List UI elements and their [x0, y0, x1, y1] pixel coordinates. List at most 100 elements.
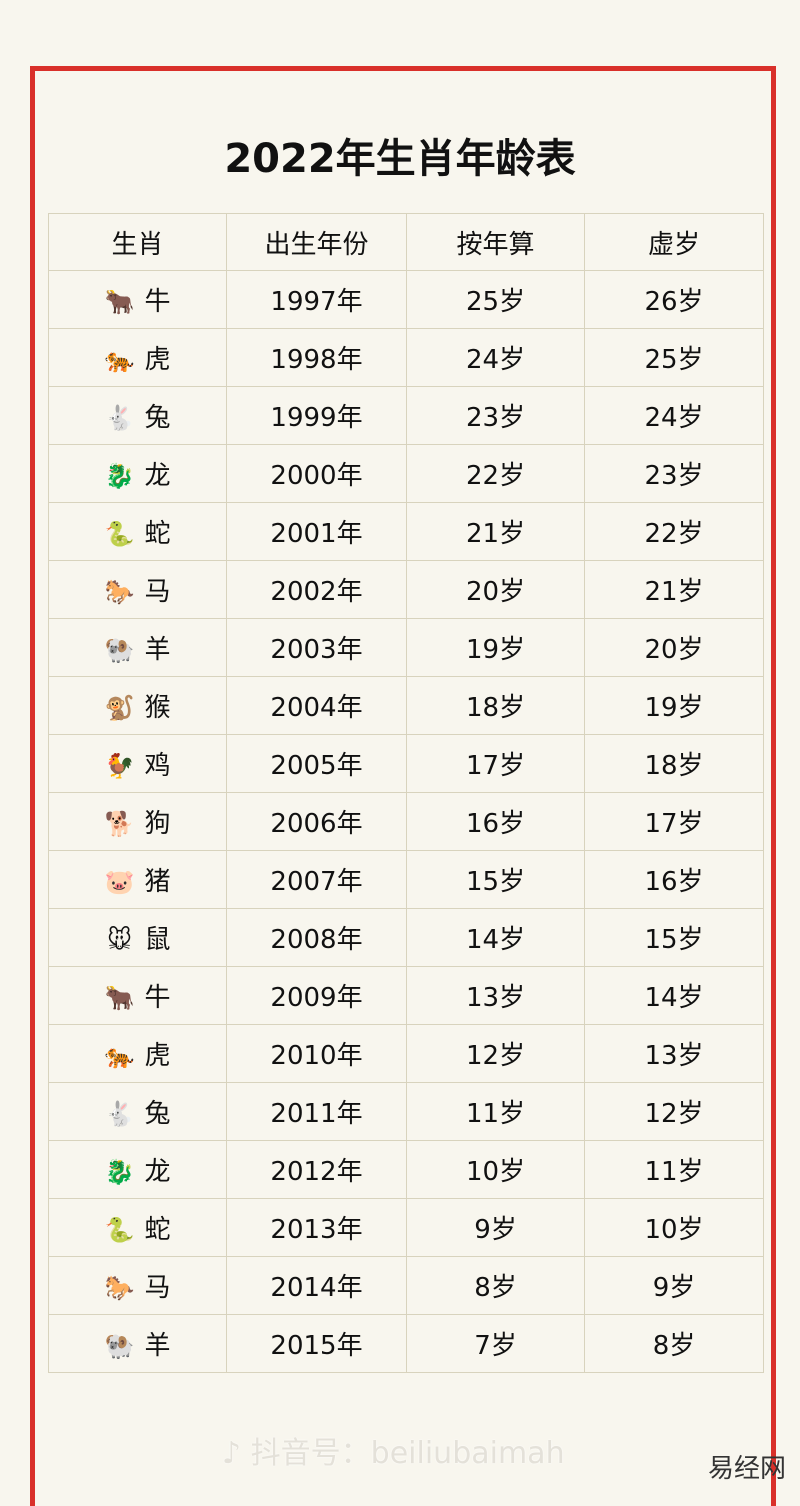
zodiac-cell: 🐷 猪 — [48, 850, 227, 909]
header-age: 按年算 — [406, 213, 585, 271]
zodiac-cell: 🐇 兔 — [48, 1082, 227, 1141]
nominal-age-cell: 8岁 — [584, 1314, 764, 1373]
header-nominal-age: 虚岁 — [584, 213, 764, 271]
zodiac-cell: 🐉 龙 — [48, 1140, 227, 1199]
tiger-icon: 🐅 — [104, 1042, 135, 1070]
zodiac-cell: 🐂 牛 — [48, 966, 227, 1025]
nominal-age-cell: 11岁 — [584, 1140, 764, 1199]
zodiac-cell: 🐉 龙 — [48, 444, 227, 503]
ram-icon: 🐏 — [104, 1332, 135, 1360]
table-row: 🐇 兔 1999年 23岁 24岁 — [48, 386, 764, 445]
nominal-age-cell: 19岁 — [584, 676, 764, 735]
zodiac-cell: 🐅 虎 — [48, 1024, 227, 1083]
table-row: 🐷 猪 2007年 15岁 16岁 — [48, 850, 764, 909]
nominal-age-cell: 20岁 — [584, 618, 764, 677]
zodiac-label: 兔 — [144, 403, 171, 433]
zodiac-label: 牛 — [144, 983, 171, 1013]
monkey-icon: 🐒 — [104, 694, 135, 722]
zodiac-label: 虎 — [144, 1041, 171, 1071]
zodiac-label: 马 — [144, 1273, 171, 1303]
pig-icon: 🐷 — [104, 868, 135, 896]
zodiac-label: 羊 — [144, 635, 171, 665]
zodiac-label: 蛇 — [144, 1215, 171, 1245]
nominal-age-cell: 15岁 — [584, 908, 764, 967]
zodiac-label: 牛 — [144, 287, 171, 317]
age-cell: 22岁 — [406, 444, 585, 503]
birth-year-cell: 2005年 — [226, 734, 407, 793]
snake-icon: 🐍 — [104, 1216, 135, 1244]
zodiac-label: 蛇 — [144, 519, 171, 549]
rooster-icon: 🐓 — [104, 752, 135, 780]
age-cell: 8岁 — [406, 1256, 585, 1315]
table-row: 🐭 鼠 2008年 14岁 15岁 — [48, 908, 764, 967]
zodiac-label: 猴 — [144, 693, 171, 723]
age-cell: 7岁 — [406, 1314, 585, 1373]
rabbit-icon: 🐇 — [104, 404, 135, 432]
age-cell: 14岁 — [406, 908, 585, 967]
table-row: 🐏 羊 2003年 19岁 20岁 — [48, 618, 764, 677]
age-cell: 15岁 — [406, 850, 585, 909]
zodiac-label: 狗 — [144, 809, 171, 839]
nominal-age-cell: 24岁 — [584, 386, 764, 445]
zodiac-label: 龙 — [144, 1157, 171, 1187]
table-row: 🐓 鸡 2005年 17岁 18岁 — [48, 734, 764, 793]
zodiac-cell: 🐓 鸡 — [48, 734, 227, 793]
age-cell: 18岁 — [406, 676, 585, 735]
zodiac-cell: 🐅 虎 — [48, 328, 227, 387]
ox-icon: 🐂 — [104, 288, 135, 316]
table-row: 🐍 蛇 2001年 21岁 22岁 — [48, 502, 764, 561]
nominal-age-cell: 21岁 — [584, 560, 764, 619]
table-row: 🐅 虎 2010年 12岁 13岁 — [48, 1024, 764, 1083]
red-frame — [30, 66, 776, 1506]
zodiac-cell: 🐏 羊 — [48, 1314, 227, 1373]
dragon-icon: 🐉 — [104, 462, 135, 490]
page-title: 2022年生肖年龄表 — [224, 136, 576, 182]
age-cell: 16岁 — [406, 792, 585, 851]
table-row: 🐍 蛇 2013年 9岁 10岁 — [48, 1198, 764, 1257]
zodiac-cell: 🐂 牛 — [48, 270, 227, 329]
age-cell: 21岁 — [406, 502, 585, 561]
age-cell: 17岁 — [406, 734, 585, 793]
table-row: 🐒 猴 2004年 18岁 19岁 — [48, 676, 764, 735]
header-birth-year: 出生年份 — [226, 213, 407, 271]
age-cell: 10岁 — [406, 1140, 585, 1199]
table-row: 🐉 龙 2012年 10岁 11岁 — [48, 1140, 764, 1199]
birth-year-cell: 1998年 — [226, 328, 407, 387]
rat-icon: 🐭 — [106, 926, 132, 954]
zodiac-cell: 🐭 鼠 — [48, 908, 227, 967]
birth-year-cell: 2013年 — [226, 1198, 407, 1257]
birth-year-cell: 2008年 — [226, 908, 407, 967]
nominal-age-cell: 12岁 — [584, 1082, 764, 1141]
zodiac-cell: 🐍 蛇 — [48, 502, 227, 561]
table-row: 🐎 马 2014年 8岁 9岁 — [48, 1256, 764, 1315]
horse-icon: 🐎 — [104, 1274, 135, 1302]
birth-year-cell: 2006年 — [226, 792, 407, 851]
birth-year-cell: 2014年 — [226, 1256, 407, 1315]
birth-year-cell: 2007年 — [226, 850, 407, 909]
nominal-age-cell: 14岁 — [584, 966, 764, 1025]
table-row: 🐅 虎 1998年 24岁 25岁 — [48, 328, 764, 387]
horse-icon: 🐎 — [104, 578, 135, 606]
birth-year-cell: 2002年 — [226, 560, 407, 619]
age-cell: 13岁 — [406, 966, 585, 1025]
zodiac-label: 虎 — [144, 345, 171, 375]
zodiac-label: 兔 — [144, 1099, 171, 1129]
age-cell: 20岁 — [406, 560, 585, 619]
rabbit-icon: 🐇 — [104, 1100, 135, 1128]
table-row: 🐇 兔 2011年 11岁 12岁 — [48, 1082, 764, 1141]
header-zodiac: 生肖 — [48, 213, 227, 271]
nominal-age-cell: 16岁 — [584, 850, 764, 909]
zodiac-cell: 🐏 羊 — [48, 618, 227, 677]
nominal-age-cell: 9岁 — [584, 1256, 764, 1315]
zodiac-label: 鼠 — [144, 925, 171, 955]
dog-icon: 🐕 — [104, 810, 135, 838]
table-row: 🐉 龙 2000年 22岁 23岁 — [48, 444, 764, 503]
nominal-age-cell: 13岁 — [584, 1024, 764, 1083]
age-cell: 11岁 — [406, 1082, 585, 1141]
site-logo: 易经网 — [708, 1454, 787, 1484]
ram-icon: 🐏 — [104, 636, 135, 664]
table-row: 🐏 羊 2015年 7岁 8岁 — [48, 1314, 764, 1373]
zodiac-cell: 🐎 马 — [48, 560, 227, 619]
birth-year-cell: 1999年 — [226, 386, 407, 445]
table-row: 🐕 狗 2006年 16岁 17岁 — [48, 792, 764, 851]
